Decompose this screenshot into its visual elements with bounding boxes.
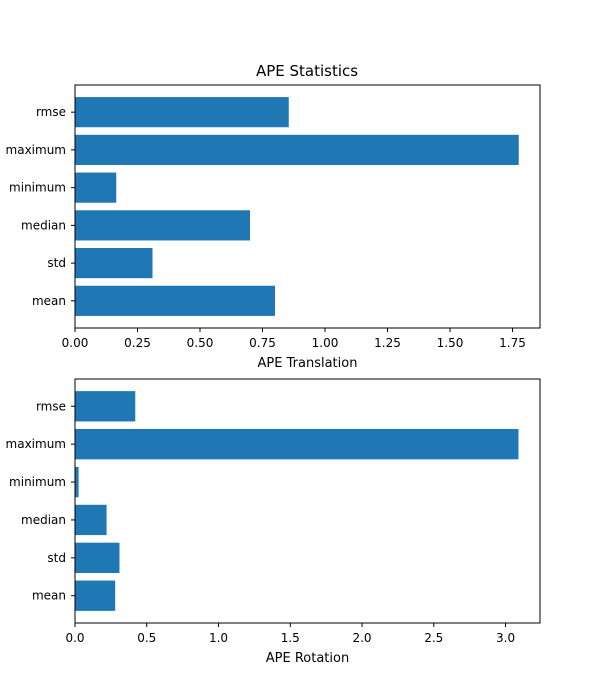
rotation-ytick-label-mean: mean <box>32 589 66 603</box>
translation-ytick-label-median: median <box>21 218 66 232</box>
rotation-ytick-label-maximum: maximum <box>6 437 66 451</box>
rotation-xtick-label: 2.0 <box>352 631 371 645</box>
rotation-xlabel: APE Rotation <box>266 651 349 666</box>
rotation-bar-std <box>75 542 120 573</box>
rotation-ytick-label-minimum: minimum <box>9 475 66 489</box>
rotation-axes-frame <box>74 378 541 624</box>
translation-ytick-label-maximum: maximum <box>6 143 66 157</box>
translation-bar-rmse <box>75 97 289 128</box>
rotation-subplot: mean std median minimum maximum rmse 0.0 0.5 1.0… <box>6 378 541 666</box>
translation-bar-minimum <box>75 172 117 203</box>
rotation-xtick-label: 0.5 <box>137 631 156 645</box>
rotation-bar-minimum <box>75 466 79 498</box>
translation-bar-mean <box>75 285 275 316</box>
rotation-ytick-label-std: std <box>47 551 66 565</box>
translation-xtick-label: 0.00 <box>62 336 89 350</box>
translation-bar-std <box>75 248 153 279</box>
translation-xtick-label: 0.25 <box>124 336 151 350</box>
rotation-xtick-label: 1.5 <box>281 631 300 645</box>
translation-axes-frame <box>74 84 541 329</box>
translation-xtick-label: 1.75 <box>499 336 526 350</box>
translation-xtick-label: 1.00 <box>312 336 339 350</box>
figure-title: APE Statistics <box>256 62 358 80</box>
translation-ytick-label-mean: mean <box>32 294 66 308</box>
translation-ytick-label-rmse: rmse <box>36 105 66 119</box>
rotation-bar-median <box>75 504 107 536</box>
translation-xlabel: APE Translation <box>258 356 358 371</box>
translation-xtick-label: 0.75 <box>249 336 276 350</box>
translation-ytick-label-std: std <box>47 256 66 270</box>
rotation-ytick-label-rmse: rmse <box>36 399 66 413</box>
rotation-xtick-label: 2.5 <box>424 631 443 645</box>
translation-xtick-label: 0.50 <box>187 336 214 350</box>
rotation-bar-mean <box>75 580 116 611</box>
rotation-ytick-label-median: median <box>21 513 66 527</box>
rotation-bar-maximum <box>75 429 519 460</box>
translation-xtick-label: 1.50 <box>437 336 464 350</box>
rotation-bar-rmse <box>75 391 136 422</box>
translation-subplot: mean std median minimum maximum rmse 0.00 0.25 0… <box>6 84 541 371</box>
translation-bar-median <box>75 210 250 241</box>
translation-xtick-label: 1.25 <box>374 336 401 350</box>
rotation-xtick-label: 1.0 <box>209 631 228 645</box>
rotation-xtick-label: 3.0 <box>496 631 515 645</box>
rotation-xtick-label: 0.0 <box>65 631 84 645</box>
translation-bar-maximum <box>75 134 519 165</box>
translation-ytick-label-minimum: minimum <box>9 181 66 195</box>
